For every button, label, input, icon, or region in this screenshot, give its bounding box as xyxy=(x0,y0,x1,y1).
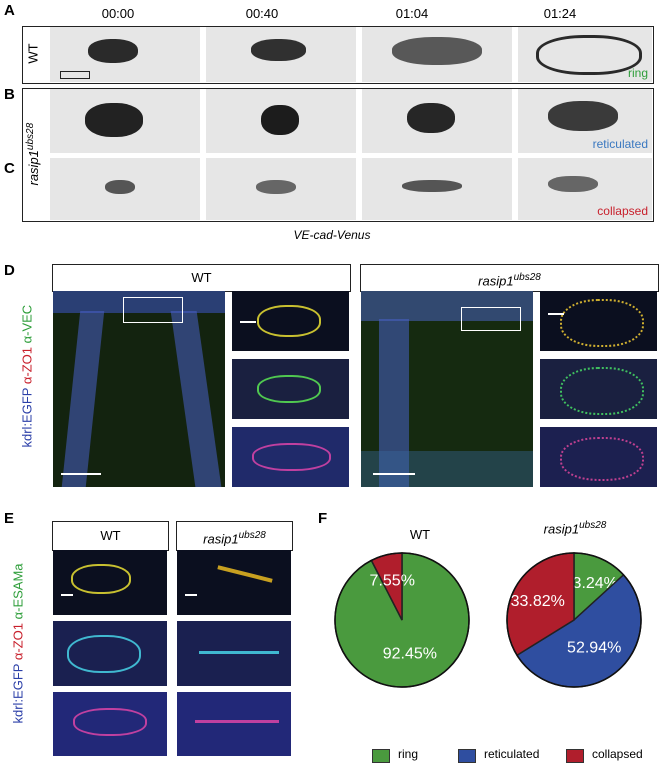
micrograph-b4: reticulated xyxy=(518,89,652,153)
panel-d-wt-header: WT xyxy=(52,264,351,292)
pie-label-ring: 13.24% xyxy=(564,575,618,592)
legend-label-ring: ring xyxy=(398,747,419,761)
panel-label-b: B xyxy=(4,86,15,103)
micrograph-e-wt-3 xyxy=(53,692,167,756)
legend-label-collapsed: collapsed xyxy=(592,747,643,761)
timepoint-1: 00:00 xyxy=(101,6,135,21)
micrograph-d-wt-main xyxy=(53,291,225,487)
label-ring: ring xyxy=(627,66,648,80)
micrograph-d-mut-main xyxy=(361,291,533,487)
micrograph-a1 xyxy=(50,27,200,82)
pie-title-mutant: rasip1ubs28 xyxy=(543,520,607,537)
panel-label-c: C xyxy=(4,160,15,177)
micrograph-b1 xyxy=(50,89,200,153)
inset-d-wt-1 xyxy=(232,291,349,351)
pie-title-wt: WT xyxy=(409,527,431,542)
panel-e-stain-label: kdrl:EGFP α-ZO1 α-ESAMa xyxy=(10,563,26,724)
micrograph-a3 xyxy=(362,27,512,82)
micrograph-e-mut-2 xyxy=(177,621,291,686)
inset-d-mut-2 xyxy=(540,359,657,419)
micrograph-c2 xyxy=(206,158,356,220)
panel-d-stain-label: kdrl:EGFP α-ZO1 α-VEC xyxy=(19,304,35,448)
panel-d-mut-header: rasip1ubs28 xyxy=(360,264,659,292)
pie-label-ring: 92.45% xyxy=(383,646,437,663)
legend-swatch-ring xyxy=(372,749,390,763)
label-collapsed: collapsed xyxy=(597,204,648,218)
inset-d-mut-1 xyxy=(540,291,657,351)
caption-abc: VE-cad-Venus xyxy=(293,228,371,242)
legend-swatch-collapsed xyxy=(566,749,584,763)
timepoint-3: 01:04 xyxy=(395,6,429,21)
micrograph-a2 xyxy=(206,27,356,82)
panel-e-wt-header: WT xyxy=(52,521,169,551)
panel-label-d: D xyxy=(4,262,15,279)
micrograph-e-wt-1 xyxy=(53,550,167,615)
pie-charts: 92.45% 7.55% 13.24% 52.94% 33.82% xyxy=(334,552,642,688)
pie-outline xyxy=(334,552,470,688)
pie-label-reticulated: 52.94% xyxy=(567,640,621,657)
micrograph-e-mut-3 xyxy=(177,692,291,756)
pie-mutant: 13.24% 52.94% 33.82% xyxy=(506,552,642,688)
micrograph-a4: ring xyxy=(518,27,652,82)
micrograph-c4: collapsed xyxy=(518,158,652,220)
panel-label-f: F xyxy=(318,510,328,527)
pie-wt: 92.45% 7.55% xyxy=(334,552,470,688)
timepoint-4: 01:24 xyxy=(543,6,577,21)
legend-swatch-reticulated xyxy=(458,749,476,763)
label-reticulated: reticulated xyxy=(592,137,648,151)
micrograph-c1 xyxy=(50,158,200,220)
micrograph-e-wt-2 xyxy=(53,621,167,686)
timepoint-2: 00:40 xyxy=(245,6,279,21)
pie-label-collapsed: 7.55% xyxy=(370,573,415,590)
row-label-wt: WT xyxy=(25,43,41,64)
inset-d-wt-3 xyxy=(232,427,349,487)
micrograph-b2 xyxy=(206,89,356,153)
micrograph-c3 xyxy=(362,158,512,220)
panel-e-mut-header: rasip1ubs28 xyxy=(176,521,293,551)
legend-label-reticulated: reticulated xyxy=(484,747,540,761)
row-label-mutant: rasip1ubs28 xyxy=(24,122,42,186)
inset-d-wt-2 xyxy=(232,359,349,419)
micrograph-b3 xyxy=(362,89,512,153)
pie-label-collapsed: 33.82% xyxy=(511,593,565,610)
pie-outline xyxy=(506,552,642,688)
panel-label-a: A xyxy=(4,2,15,19)
micrograph-e-mut-1 xyxy=(177,550,291,615)
inset-d-mut-3 xyxy=(540,427,657,487)
panel-label-e: E xyxy=(4,510,15,527)
legend: ring reticulated collapsed xyxy=(372,746,662,766)
